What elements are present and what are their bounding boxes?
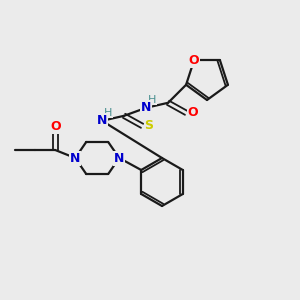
Text: O: O: [50, 119, 61, 133]
Text: O: O: [189, 54, 200, 67]
Text: N: N: [141, 101, 151, 114]
Text: S: S: [145, 119, 154, 132]
Text: O: O: [188, 106, 198, 119]
Text: N: N: [70, 152, 80, 164]
Text: H: H: [148, 95, 156, 105]
Text: H: H: [104, 108, 112, 118]
Text: N: N: [114, 152, 124, 164]
Text: N: N: [97, 114, 107, 127]
